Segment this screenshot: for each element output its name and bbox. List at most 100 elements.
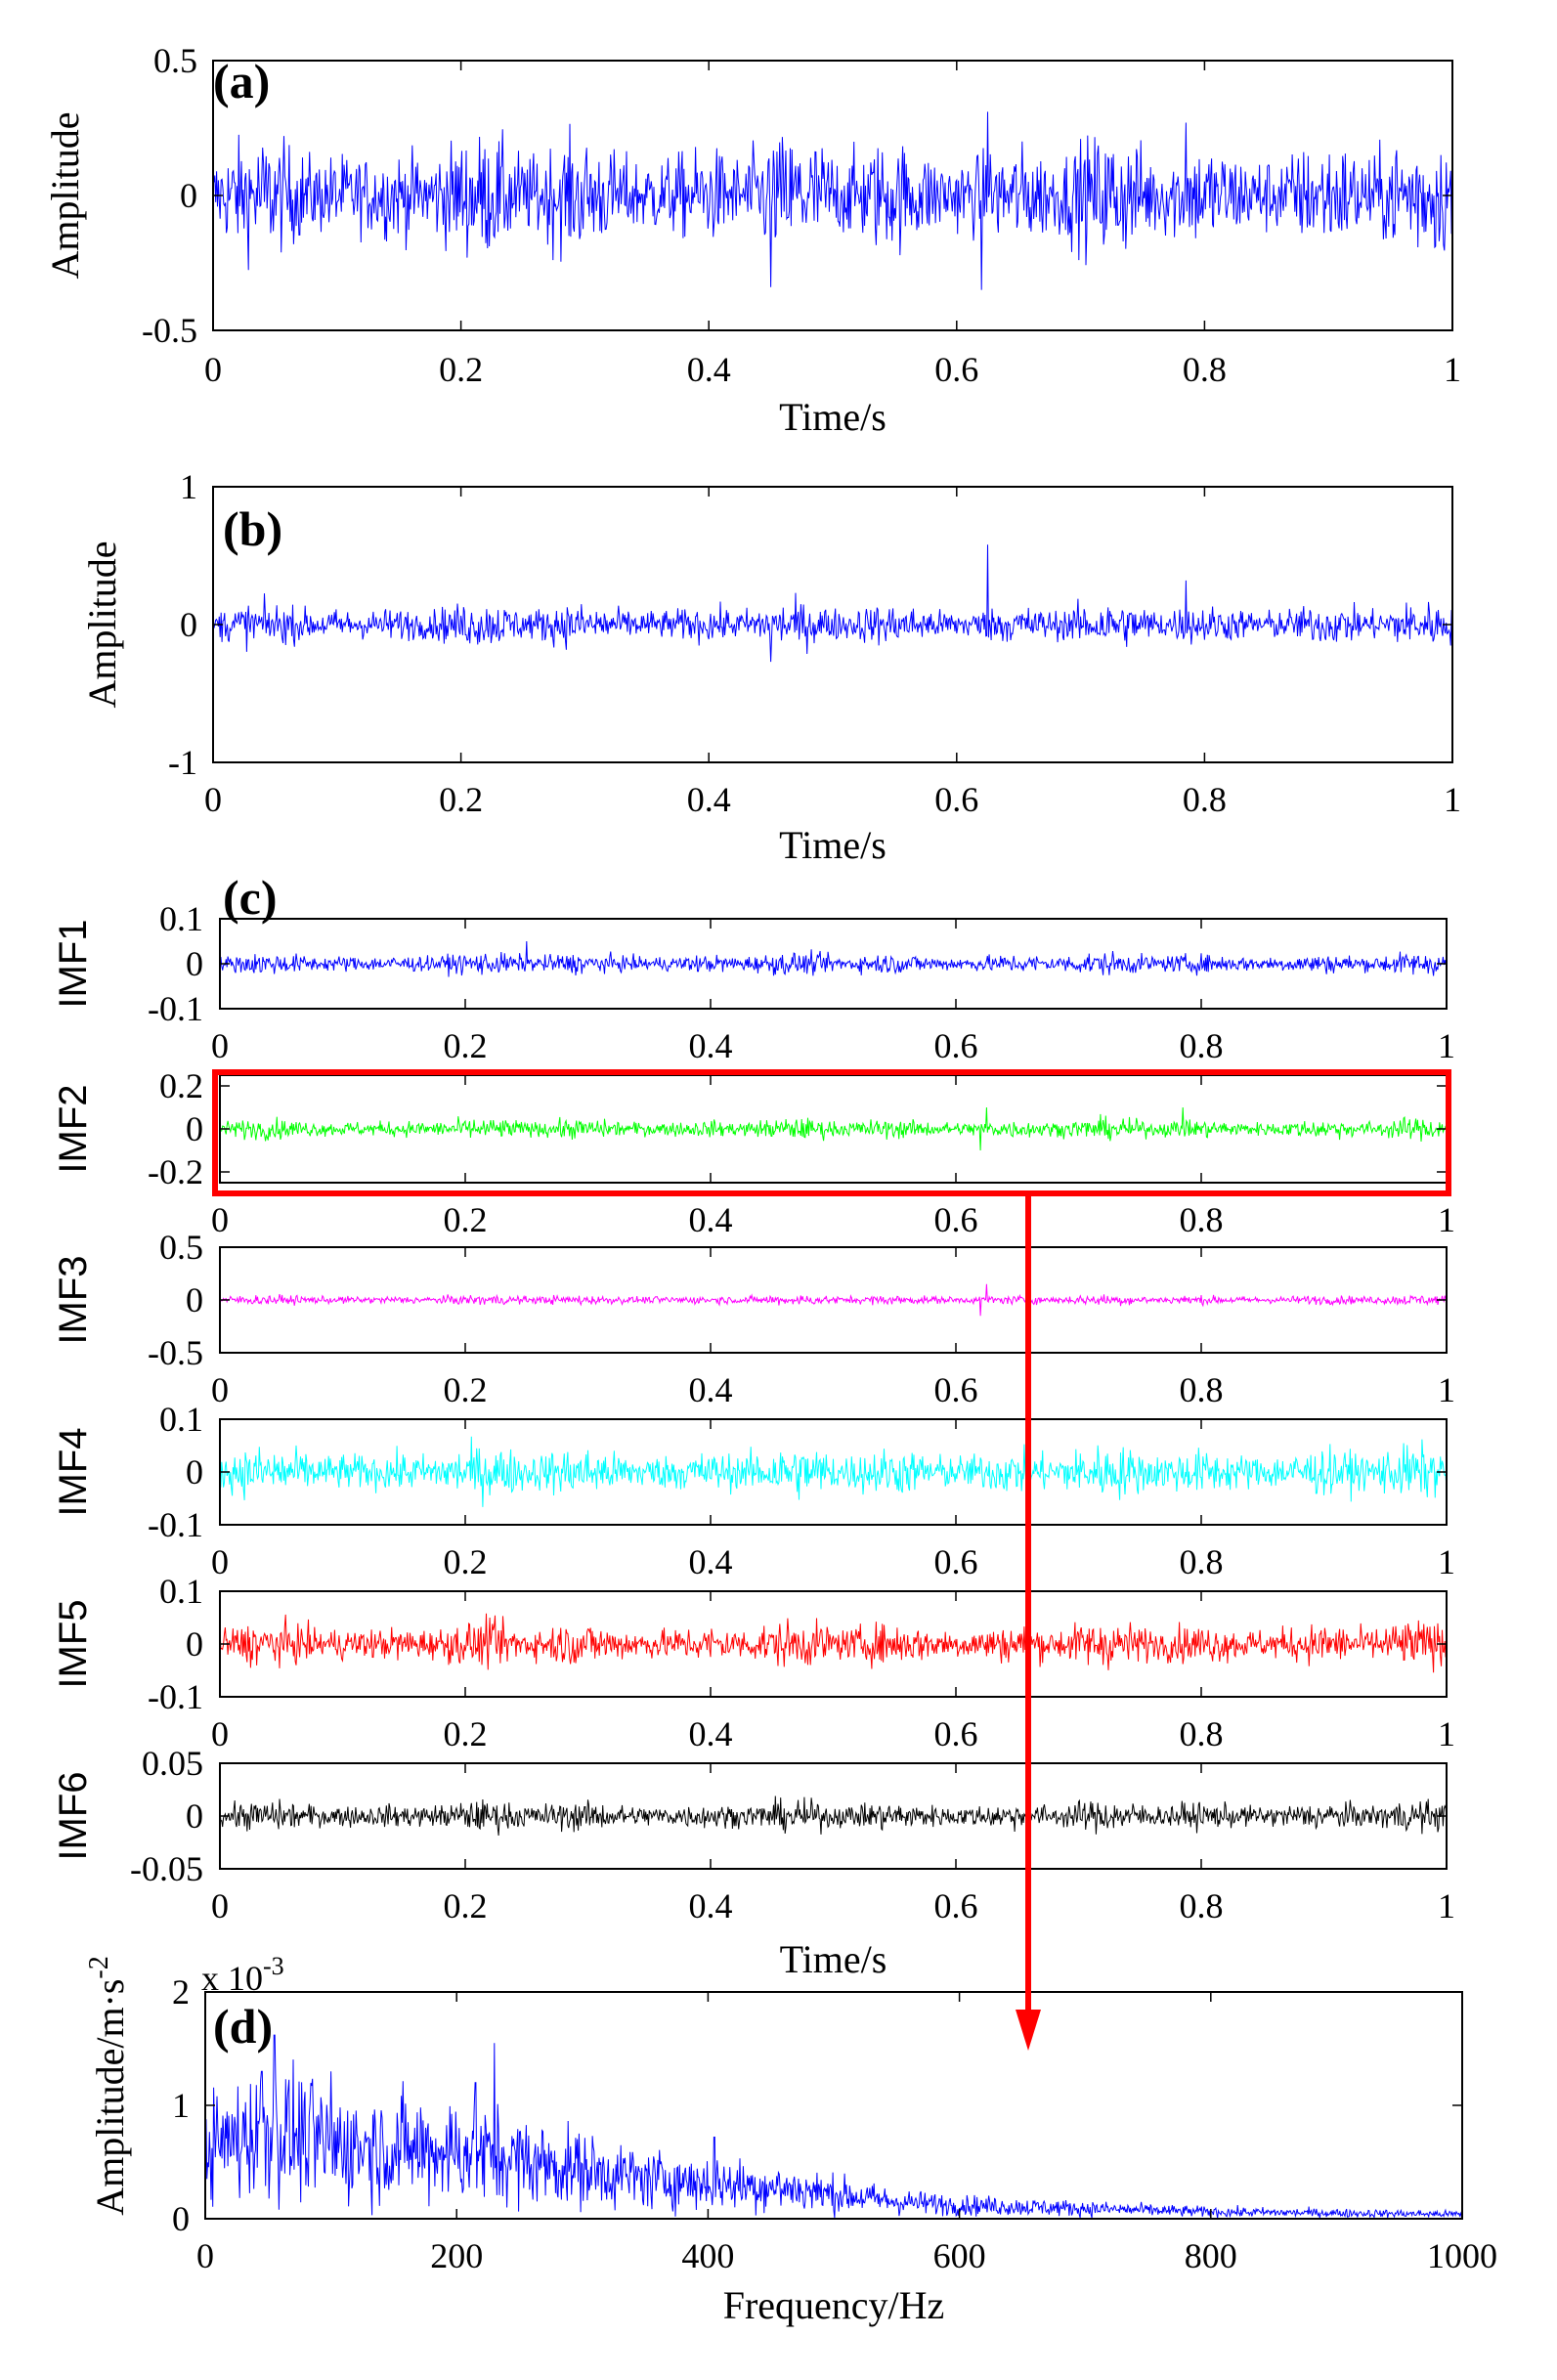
imf-signal-line [219, 1613, 1448, 1673]
x-tick-label: 0.4 [689, 1886, 733, 1926]
x-tick-label: 1 [1444, 780, 1461, 819]
x-tick-label: 0.4 [687, 780, 731, 819]
y-tick-label: -0.1 [148, 989, 203, 1028]
axes-box [219, 1590, 1448, 1698]
y-tick-label: 0.1 [159, 899, 203, 938]
y-tick-label: -1 [168, 743, 197, 782]
y-axis-label: Amplitude [43, 111, 87, 279]
x-tick-label: 0.8 [1180, 1886, 1224, 1926]
imf-signal-line [219, 1796, 1448, 1837]
y-tick-label: 1 [172, 2086, 190, 2125]
x-tick-label: 1000 [1427, 2236, 1497, 2275]
x-tick-label: 1 [1438, 1542, 1455, 1581]
x-tick-label: 0.8 [1180, 1542, 1224, 1581]
x-tick-label: 0.8 [1183, 350, 1227, 389]
x-tick-label: 200 [430, 2236, 483, 2275]
x-tick-label: 0.2 [444, 1542, 488, 1581]
x-tick-label: 1 [1438, 1714, 1455, 1753]
x-tick-label: 0.6 [934, 1200, 978, 1239]
y-tick-label: 0 [180, 176, 197, 215]
x-tick-label: 0 [196, 2236, 214, 2275]
x-tick-label: 0 [211, 1026, 229, 1065]
y-tick-label: -0.05 [130, 1849, 203, 1888]
x-tick-label: 0.8 [1180, 1370, 1224, 1409]
imf2-highlight [212, 1069, 1451, 2051]
x-tick-label: 0.2 [439, 350, 483, 389]
imf-signal-line [219, 1283, 1448, 1317]
y-tick-label: 0 [180, 605, 197, 644]
x-tick-label: 0.2 [444, 1886, 488, 1926]
imf-label: IMF5 [52, 1599, 95, 1688]
x-tick-label: 0 [204, 780, 222, 819]
imf-label: IMF4 [52, 1427, 95, 1516]
x-tick-label: 1 [1438, 1370, 1455, 1409]
x-tick-label: 0.4 [689, 1200, 733, 1239]
axes-box [204, 1991, 1463, 2220]
y-tick-label: 0.05 [142, 1744, 203, 1783]
x-tick-label: 0 [211, 1370, 229, 1409]
y-tick-label: -0.5 [148, 1333, 203, 1372]
x-tick-label: 0.4 [689, 1714, 733, 1753]
highlight-box [212, 1069, 1451, 1196]
y-tick-label: 0.5 [159, 1228, 203, 1267]
x-tick-label: 0.4 [687, 350, 731, 389]
signal-line [212, 111, 1453, 290]
y-tick-label: 1 [180, 467, 197, 506]
x-tick-label: 0.2 [444, 1200, 488, 1239]
x-tick-label: 0.4 [689, 1370, 733, 1409]
x-tick-label: 1 [1438, 1200, 1455, 1239]
x-tick-label: 0.6 [934, 350, 978, 389]
x-tick-label: 0.4 [689, 1026, 733, 1065]
y-tick-label: 0.1 [159, 1400, 203, 1439]
x-tick-label: 0.8 [1180, 1026, 1224, 1065]
x-tick-label: 0.8 [1180, 1714, 1224, 1753]
x-tick-label: 400 [681, 2236, 734, 2275]
x-tick-label: 0.6 [934, 1370, 978, 1409]
x-tick-label: 0 [211, 1200, 229, 1239]
x-tick-label: 0.6 [934, 1026, 978, 1065]
panel-d: 0 200 400 600 800 1000 2 1 0 Frequency/Hz Amplitud… [84, 1952, 1497, 2327]
x-tick-label: 1 [1444, 350, 1461, 389]
x-tick-label: 800 [1185, 2236, 1237, 2275]
x-tick-label: 0.2 [444, 1714, 488, 1753]
highlight-arrow-head [1016, 2010, 1041, 2051]
panel-label: (a) [213, 54, 270, 108]
panel-label: (c) [223, 870, 278, 925]
x-tick-label: 0.8 [1183, 780, 1227, 819]
spectrum-line [204, 2034, 1463, 2220]
x-axis-label: Time/s [780, 1937, 887, 1981]
y-tick-label: -0.1 [148, 1677, 203, 1716]
imf-signal-line [219, 1106, 1448, 1151]
x-tick-label: 1 [1438, 1026, 1455, 1065]
y-tick-label: 0 [186, 944, 203, 983]
x-tick-label: 0.6 [934, 1542, 978, 1581]
y-tick-label: 0 [172, 2199, 190, 2238]
x-tick-label: 1 [1438, 1886, 1455, 1926]
x-tick-label: 0.2 [444, 1026, 488, 1065]
x-tick-label: 0 [211, 1542, 229, 1581]
y-axis-label: Amplitude/m·s-2 [84, 1956, 132, 2216]
imf-label: IMF2 [52, 1084, 95, 1173]
signal-line [212, 544, 1453, 663]
x-axis-label: Time/s [779, 395, 887, 439]
imf-label: IMF6 [52, 1771, 95, 1860]
y-tick-label: -0.5 [142, 311, 197, 350]
imf-signal-line [219, 940, 1448, 977]
x-tick-label: 0.6 [934, 1714, 978, 1753]
imf-label: IMF1 [52, 919, 95, 1008]
y-tick-label: 0 [186, 1280, 203, 1320]
y-tick-label: 0.1 [159, 1572, 203, 1611]
y-tick-label: 0 [186, 1109, 203, 1148]
y-tick-label: 0 [186, 1796, 203, 1836]
y-tick-label: 0.2 [159, 1066, 203, 1105]
panel-label: (b) [223, 501, 282, 556]
y-tick-label: 0.5 [153, 41, 197, 80]
y-tick-label: -0.2 [148, 1152, 203, 1191]
